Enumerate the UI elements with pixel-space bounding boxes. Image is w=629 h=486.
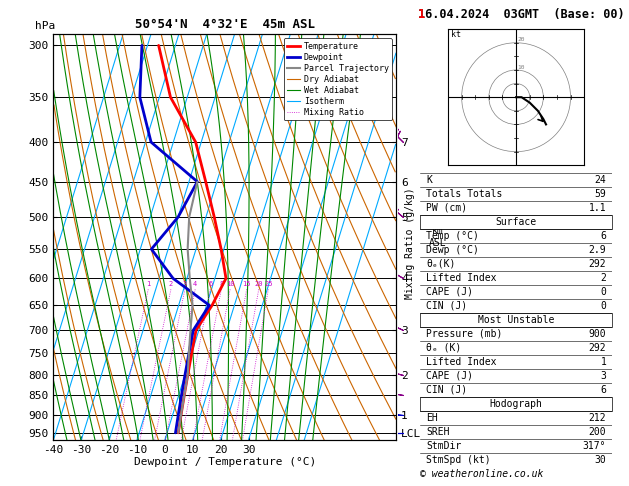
Text: 6: 6 bbox=[208, 280, 213, 287]
Text: Mixing Ratio (g/kg): Mixing Ratio (g/kg) bbox=[405, 187, 415, 299]
Text: 4: 4 bbox=[193, 280, 198, 287]
Text: θₑ(K): θₑ(K) bbox=[426, 259, 455, 269]
Text: 292: 292 bbox=[589, 259, 606, 269]
Text: 10: 10 bbox=[518, 65, 525, 69]
Bar bbox=[420, 312, 612, 327]
Text: 1.1: 1.1 bbox=[589, 203, 606, 212]
Text: 2: 2 bbox=[601, 273, 606, 282]
Text: Temp (°C): Temp (°C) bbox=[426, 230, 479, 241]
Text: EH: EH bbox=[426, 413, 438, 422]
Text: CIN (J): CIN (J) bbox=[426, 300, 467, 311]
Text: Lifted Index: Lifted Index bbox=[426, 273, 496, 282]
Text: 25: 25 bbox=[264, 280, 272, 287]
Text: 3: 3 bbox=[183, 280, 187, 287]
Text: Lifted Index: Lifted Index bbox=[426, 357, 496, 366]
Text: 900: 900 bbox=[589, 329, 606, 339]
Text: Most Unstable: Most Unstable bbox=[478, 314, 554, 325]
Y-axis label: km
ASL: km ASL bbox=[429, 226, 447, 248]
Text: CAPE (J): CAPE (J) bbox=[426, 370, 473, 381]
Text: θₑ (K): θₑ (K) bbox=[426, 343, 461, 352]
Text: Pressure (mb): Pressure (mb) bbox=[426, 329, 503, 339]
Text: 1: 1 bbox=[146, 280, 150, 287]
Text: StmDir: StmDir bbox=[426, 440, 461, 451]
Text: 15: 15 bbox=[242, 280, 251, 287]
Text: 3: 3 bbox=[601, 370, 606, 381]
Text: 1: 1 bbox=[601, 357, 606, 366]
Bar bbox=[420, 397, 612, 411]
Text: Surface: Surface bbox=[496, 217, 537, 226]
Text: 2: 2 bbox=[169, 280, 173, 287]
Text: 6: 6 bbox=[601, 384, 606, 395]
Text: CIN (J): CIN (J) bbox=[426, 384, 467, 395]
Text: 2.9: 2.9 bbox=[589, 244, 606, 255]
Text: 24: 24 bbox=[594, 174, 606, 185]
Text: Dewp (°C): Dewp (°C) bbox=[426, 244, 479, 255]
Text: SREH: SREH bbox=[426, 427, 450, 436]
Text: 212: 212 bbox=[589, 413, 606, 422]
Text: 16.04.2024  03GMT  (Base: 00): 16.04.2024 03GMT (Base: 00) bbox=[418, 8, 625, 21]
Text: Hodograph: Hodograph bbox=[489, 399, 543, 409]
Text: 10: 10 bbox=[226, 280, 235, 287]
Text: 30: 30 bbox=[594, 454, 606, 465]
Text: 292: 292 bbox=[589, 343, 606, 352]
X-axis label: Dewpoint / Temperature (°C): Dewpoint / Temperature (°C) bbox=[134, 457, 316, 468]
Text: hPa: hPa bbox=[35, 21, 55, 31]
Text: 200: 200 bbox=[589, 427, 606, 436]
Text: 317°: 317° bbox=[582, 440, 606, 451]
Text: PW (cm): PW (cm) bbox=[426, 203, 467, 212]
Text: CAPE (J): CAPE (J) bbox=[426, 287, 473, 296]
Text: StmSpd (kt): StmSpd (kt) bbox=[426, 454, 491, 465]
Text: Totals Totals: Totals Totals bbox=[426, 189, 503, 199]
Text: K: K bbox=[426, 174, 431, 185]
Text: 59: 59 bbox=[594, 189, 606, 199]
Bar bbox=[420, 214, 612, 228]
Legend: Temperature, Dewpoint, Parcel Trajectory, Dry Adiabat, Wet Adiabat, Isotherm, Mi: Temperature, Dewpoint, Parcel Trajectory… bbox=[284, 38, 392, 121]
Text: 0: 0 bbox=[601, 287, 606, 296]
Text: 1: 1 bbox=[418, 8, 425, 21]
Text: 20: 20 bbox=[518, 37, 525, 42]
Text: kt: kt bbox=[451, 30, 461, 39]
Text: 6: 6 bbox=[601, 230, 606, 241]
Text: 20: 20 bbox=[255, 280, 263, 287]
Text: 8: 8 bbox=[219, 280, 223, 287]
Text: © weatheronline.co.uk: © weatheronline.co.uk bbox=[420, 469, 543, 479]
Title: 50°54'N  4°32'E  45m ASL: 50°54'N 4°32'E 45m ASL bbox=[135, 18, 315, 32]
Text: 0: 0 bbox=[601, 300, 606, 311]
